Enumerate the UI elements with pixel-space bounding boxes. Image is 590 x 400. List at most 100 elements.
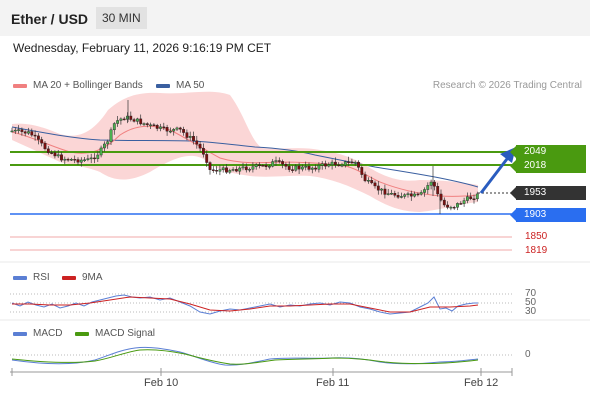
legend-ma20: MA 20 + Bollinger Bands <box>13 80 143 91</box>
candle-body <box>350 161 354 164</box>
candle-body <box>218 169 222 172</box>
x-label-feb12: Feb 12 <box>464 377 499 389</box>
rsi-swatch-icon <box>13 275 27 280</box>
candle-body <box>459 203 463 205</box>
candle-body <box>23 131 27 134</box>
candle-body <box>271 161 275 167</box>
candle-body <box>129 115 133 120</box>
candle-body <box>122 118 126 121</box>
candle-body <box>211 169 215 171</box>
rsi-tick-50: 50 <box>525 297 537 308</box>
candle-body <box>409 193 413 197</box>
candle-body <box>393 193 397 196</box>
rsi-ma-line <box>12 296 479 313</box>
rsi-ma-label: 9MA <box>82 272 103 283</box>
candle-body <box>324 163 327 167</box>
candle-body <box>452 206 456 209</box>
candle-body <box>423 189 426 193</box>
candle-body <box>221 167 225 170</box>
candle-body <box>96 154 100 159</box>
macd-signal-label: MACD Signal <box>95 328 156 339</box>
candle-body <box>337 164 341 167</box>
price-label-1850: 1850 <box>525 231 548 242</box>
candle-body <box>419 192 423 195</box>
candlesticks <box>10 100 479 214</box>
price-tag-1903: 1903 <box>510 208 586 222</box>
candle-body <box>310 167 314 170</box>
candle-body <box>472 198 476 201</box>
candle-body <box>456 203 459 208</box>
candle-body <box>449 206 453 209</box>
candle-body <box>390 193 393 195</box>
candle-body <box>436 186 440 195</box>
candle-body <box>317 165 321 170</box>
candle-body <box>261 165 265 167</box>
candle-body <box>20 129 24 132</box>
timeframe-button[interactable]: 30 MIN <box>96 7 147 29</box>
legend-macd: MACD <box>13 328 62 339</box>
price-label-1819: 1819 <box>525 245 548 256</box>
candle-body <box>413 193 416 197</box>
price-tag-last: 1953 <box>510 186 586 200</box>
chart-header: Ether / USD 30 MIN <box>0 0 590 36</box>
candle-body <box>192 136 195 141</box>
candle-body <box>109 129 113 142</box>
candle-body <box>86 158 90 160</box>
candle-body <box>182 129 185 133</box>
macd-signal-swatch-icon <box>75 331 89 336</box>
candle-body <box>93 157 96 160</box>
candle-body <box>201 148 205 155</box>
candle-body <box>149 124 152 127</box>
research-credit: Research © 2026 Trading Central <box>432 80 582 91</box>
rsi-label: RSI <box>33 272 50 283</box>
candle-body <box>66 158 70 161</box>
price-tag-2049: 2049 <box>510 145 586 159</box>
candle-body <box>314 167 317 170</box>
candle-body <box>433 181 436 187</box>
candle-body <box>248 168 251 171</box>
candle-body <box>215 170 218 172</box>
candle-body <box>353 161 357 164</box>
candle-body <box>383 188 387 195</box>
candle-body <box>73 159 77 161</box>
rsi-ma-swatch-icon <box>62 275 76 280</box>
ma20-label: MA 20 + Bollinger Bands <box>33 80 143 91</box>
candle-body <box>175 127 179 130</box>
candle-body <box>367 180 370 182</box>
candle-body <box>254 164 258 167</box>
candle-body <box>50 152 54 154</box>
candle-body <box>79 159 83 163</box>
candle-body <box>287 166 291 170</box>
candle-body <box>37 135 40 140</box>
candle-body <box>466 196 469 201</box>
candle-body <box>251 166 255 170</box>
candle-body <box>228 170 232 173</box>
candle-body <box>27 131 30 134</box>
candle-body <box>238 167 242 172</box>
candle-body <box>426 185 430 190</box>
candle-body <box>363 174 367 182</box>
candle-body <box>116 120 120 124</box>
candle-body <box>307 166 311 170</box>
candle-body <box>403 194 407 197</box>
candle-body <box>165 127 169 132</box>
macd-label: MACD <box>33 328 63 339</box>
candle-body <box>469 196 473 200</box>
candle-body <box>112 123 116 131</box>
candle-body <box>43 142 47 150</box>
candle-body <box>442 199 446 206</box>
candle-body <box>241 166 245 169</box>
rsi-tick-30: 30 <box>525 306 537 317</box>
macd-tick-0: 0 <box>525 349 531 360</box>
candle-body <box>162 126 166 129</box>
candle-body <box>370 180 374 184</box>
price-tag-2018: 2018 <box>510 159 586 173</box>
candle-body <box>10 130 14 133</box>
candle-body <box>33 134 37 137</box>
candle-body <box>119 118 123 121</box>
candle-body <box>13 129 17 132</box>
candle-body <box>475 193 479 200</box>
candle-body <box>234 169 238 172</box>
candle-body <box>284 164 288 167</box>
candle-body <box>462 200 466 204</box>
